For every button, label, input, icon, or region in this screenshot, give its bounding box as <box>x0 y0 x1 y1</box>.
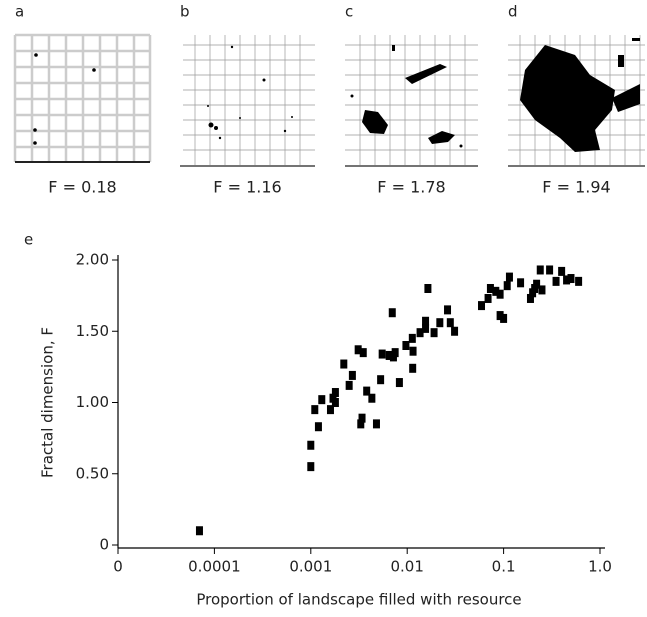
y-tick-label: 0.50 <box>76 464 109 482</box>
point <box>358 413 366 423</box>
point <box>478 301 486 311</box>
point <box>484 293 492 303</box>
point <box>348 370 356 380</box>
x-tick-label: 1.0 <box>588 558 612 576</box>
point <box>363 386 371 396</box>
point <box>331 398 339 407</box>
point <box>500 313 508 323</box>
x-tick-label: 0 <box>113 558 123 576</box>
point <box>307 462 315 472</box>
point <box>567 274 575 284</box>
point <box>408 333 416 343</box>
x-tick-label: 0.0001 <box>188 558 241 576</box>
point <box>492 286 500 296</box>
point <box>558 266 566 276</box>
point <box>357 419 365 429</box>
point <box>385 350 393 360</box>
point <box>388 308 396 318</box>
point <box>395 378 403 388</box>
y-tick-label: 2.00 <box>76 251 109 269</box>
point <box>359 348 367 358</box>
point <box>503 281 511 291</box>
point <box>378 349 386 359</box>
point <box>340 359 348 369</box>
point <box>444 305 452 315</box>
point <box>377 375 385 385</box>
point <box>318 395 326 405</box>
point <box>331 388 339 398</box>
panel-d-image <box>508 35 645 167</box>
point <box>526 293 534 303</box>
point <box>416 328 424 338</box>
y-axis-label: Fractal dimension, F <box>39 327 57 478</box>
panel-letter: b <box>180 3 190 21</box>
point <box>505 272 513 282</box>
panel-a-image <box>13 33 152 163</box>
point <box>409 346 417 356</box>
y-tick-label: 0 <box>99 536 109 554</box>
point <box>436 318 444 328</box>
point <box>354 345 362 355</box>
x-tick-label: 0.01 <box>390 558 423 576</box>
panel-caption: F = 0.18 <box>48 178 116 197</box>
point <box>314 422 322 432</box>
panel-letter: e <box>24 231 33 249</box>
point <box>451 326 459 336</box>
panel-caption: F = 1.78 <box>377 178 445 197</box>
point <box>517 278 525 288</box>
y-tick-label: 1.00 <box>76 393 109 411</box>
panel-b-image <box>180 35 315 167</box>
point <box>536 265 544 275</box>
point <box>486 284 494 293</box>
point <box>195 526 203 536</box>
panel-caption: F = 1.94 <box>542 178 610 197</box>
x-tick-label: 0.001 <box>289 558 332 576</box>
panel-letter: c <box>345 3 353 21</box>
point <box>372 419 380 429</box>
point <box>345 380 353 390</box>
point <box>402 341 410 350</box>
point <box>563 275 571 285</box>
x-axis-label: Proportion of landscape filled with reso… <box>196 591 521 609</box>
point <box>533 279 541 289</box>
point <box>307 440 315 450</box>
point <box>552 276 560 286</box>
panel-c-image <box>345 35 478 167</box>
panel-caption: F = 1.16 <box>213 178 281 197</box>
point <box>326 405 334 415</box>
point <box>430 328 438 338</box>
x-tick-label: 0.1 <box>492 558 516 576</box>
point <box>422 323 430 333</box>
panel-letter: d <box>508 3 518 21</box>
point <box>311 405 319 415</box>
point <box>446 318 454 328</box>
point <box>538 285 546 295</box>
point <box>575 276 583 286</box>
panel-letter: a <box>15 3 24 21</box>
point <box>546 265 554 275</box>
point <box>409 363 417 373</box>
y-tick-label: 1.50 <box>76 322 109 340</box>
point <box>422 316 430 326</box>
point <box>496 289 504 299</box>
point <box>368 393 376 403</box>
point <box>391 348 399 358</box>
point <box>424 284 432 293</box>
